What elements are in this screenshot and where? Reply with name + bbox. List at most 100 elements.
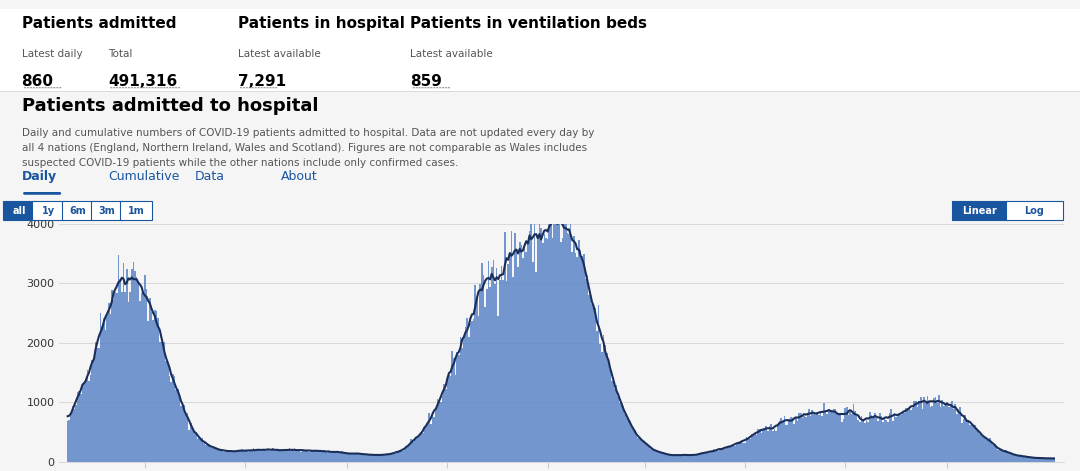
Bar <box>590 292 591 462</box>
Bar <box>353 454 354 462</box>
Bar <box>287 451 288 462</box>
Bar <box>230 451 231 462</box>
Bar <box>70 414 71 462</box>
Bar <box>1005 450 1007 462</box>
Bar <box>124 292 126 462</box>
Bar <box>319 451 320 462</box>
Bar <box>959 407 961 462</box>
Bar <box>279 450 281 462</box>
Bar <box>306 450 307 462</box>
Text: Patients in hospital: Patients in hospital <box>238 16 405 31</box>
Bar <box>899 415 901 462</box>
Bar <box>685 455 687 462</box>
Bar <box>1007 452 1009 462</box>
Bar <box>846 407 848 462</box>
Bar <box>936 403 939 462</box>
Bar <box>921 409 923 462</box>
Bar <box>801 418 804 462</box>
Bar <box>117 293 118 462</box>
Bar <box>1047 458 1049 462</box>
Bar <box>126 269 127 462</box>
Bar <box>681 455 684 462</box>
Bar <box>739 441 741 462</box>
Bar <box>773 429 775 462</box>
Bar <box>942 400 943 462</box>
Bar <box>511 230 512 462</box>
Bar <box>1043 458 1044 462</box>
Bar <box>386 455 388 462</box>
Bar <box>320 451 322 462</box>
Bar <box>795 417 797 462</box>
Bar <box>419 436 420 462</box>
Bar <box>1021 456 1022 462</box>
FancyBboxPatch shape <box>1007 201 1063 220</box>
Bar <box>662 454 663 462</box>
Bar <box>828 410 829 462</box>
Bar <box>939 396 940 462</box>
Bar <box>405 447 407 462</box>
Bar <box>333 451 335 462</box>
Bar <box>858 420 859 462</box>
Bar <box>887 422 889 462</box>
Bar <box>621 405 622 462</box>
Bar <box>842 419 845 462</box>
Bar <box>649 447 650 462</box>
Bar <box>688 454 690 462</box>
Bar <box>726 448 728 462</box>
Bar <box>923 397 924 462</box>
Bar <box>180 406 181 462</box>
Bar <box>912 408 914 462</box>
Bar <box>171 382 172 462</box>
Bar <box>480 284 481 462</box>
Bar <box>483 275 484 462</box>
Bar <box>555 219 556 462</box>
Bar <box>785 425 787 462</box>
Bar <box>210 446 212 462</box>
Bar <box>745 437 747 462</box>
Bar <box>549 211 550 462</box>
Bar <box>999 449 1000 462</box>
Bar <box>326 453 328 462</box>
Bar <box>874 414 876 462</box>
Bar <box>593 308 594 462</box>
Bar <box>195 433 197 462</box>
Bar <box>738 443 739 462</box>
Bar <box>826 414 828 462</box>
Bar <box>704 452 706 462</box>
Bar <box>498 316 499 462</box>
Text: Linear: Linear <box>962 206 997 216</box>
Bar <box>384 455 386 462</box>
Bar <box>103 317 105 462</box>
Bar <box>363 454 364 462</box>
Bar <box>514 233 515 462</box>
Bar <box>890 409 892 462</box>
Text: Daily: Daily <box>22 170 57 183</box>
Bar <box>697 455 698 462</box>
Bar <box>1017 456 1018 462</box>
Bar <box>861 416 863 462</box>
Bar <box>106 315 108 462</box>
Bar <box>710 451 712 462</box>
Bar <box>915 401 917 462</box>
Bar <box>927 396 928 462</box>
Bar <box>426 428 427 462</box>
Bar <box>691 455 693 462</box>
Text: 860: 860 <box>22 73 54 89</box>
Bar <box>825 411 826 462</box>
Bar <box>886 421 887 462</box>
Bar <box>989 439 990 462</box>
Bar <box>356 454 357 462</box>
Bar <box>680 455 681 462</box>
Bar <box>316 452 319 462</box>
Bar <box>222 452 225 462</box>
Bar <box>961 423 962 462</box>
Bar <box>243 451 244 462</box>
Bar <box>302 450 303 462</box>
Bar <box>644 441 646 462</box>
Bar <box>728 447 729 462</box>
Bar <box>677 455 678 462</box>
Bar <box>879 413 880 462</box>
Bar <box>807 413 808 462</box>
Bar <box>955 404 956 462</box>
Bar <box>930 407 931 462</box>
